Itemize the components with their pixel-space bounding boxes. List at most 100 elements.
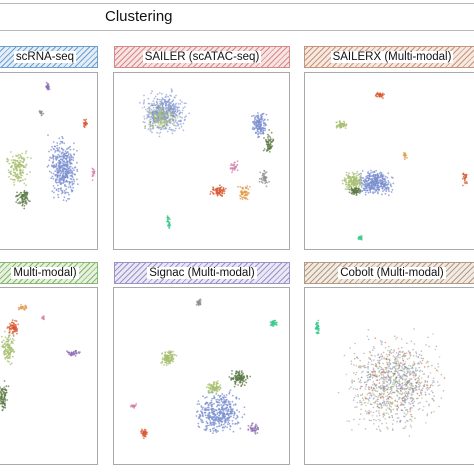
cell-point bbox=[3, 380, 6, 382]
cell-point bbox=[397, 382, 399, 385]
cell-point bbox=[143, 94, 145, 97]
cell-point bbox=[406, 375, 408, 378]
cell-point bbox=[373, 187, 376, 189]
cell-point bbox=[408, 387, 411, 390]
cell-point bbox=[153, 111, 155, 114]
cell-point bbox=[400, 351, 402, 354]
cell-point bbox=[397, 361, 400, 364]
cell-point bbox=[58, 146, 61, 149]
cell-point bbox=[229, 412, 232, 415]
cell-point bbox=[393, 349, 395, 351]
cell-point bbox=[361, 397, 364, 400]
cell-point bbox=[156, 110, 159, 113]
cell-point bbox=[56, 172, 59, 174]
cell-point bbox=[383, 178, 385, 180]
cell-point bbox=[367, 179, 370, 182]
cell-point bbox=[209, 401, 212, 404]
cell-point bbox=[63, 153, 65, 156]
cell-point bbox=[376, 95, 379, 98]
cell-point bbox=[377, 353, 380, 355]
cell-point bbox=[368, 388, 370, 391]
cell-point bbox=[383, 386, 385, 388]
cell-point bbox=[267, 133, 269, 136]
cell-point bbox=[165, 103, 168, 105]
cell-point bbox=[386, 388, 388, 391]
cell-point bbox=[3, 352, 5, 354]
cell-point bbox=[411, 382, 413, 385]
cell-point bbox=[374, 389, 376, 391]
cell-cluster bbox=[17, 304, 28, 311]
cell-point bbox=[212, 186, 214, 189]
cell-point bbox=[154, 124, 157, 127]
cell-point bbox=[62, 155, 65, 158]
cell-point bbox=[379, 419, 381, 422]
cell-point bbox=[71, 353, 73, 356]
cell-point bbox=[254, 118, 256, 121]
cell-point bbox=[406, 382, 408, 384]
cell-point bbox=[171, 104, 174, 107]
cell-point bbox=[159, 102, 161, 105]
cell-point bbox=[161, 104, 164, 106]
cell-point bbox=[224, 422, 226, 424]
cell-point bbox=[390, 348, 393, 351]
cell-point bbox=[208, 389, 211, 392]
cell-point bbox=[434, 348, 436, 351]
cell-point bbox=[408, 370, 410, 372]
cell-point bbox=[0, 388, 3, 390]
cell-point bbox=[275, 321, 278, 324]
cell-point bbox=[360, 408, 362, 411]
cell-point bbox=[395, 360, 398, 363]
cell-point bbox=[143, 115, 146, 118]
cell-point bbox=[393, 391, 396, 394]
cell-point bbox=[375, 399, 378, 402]
cell-cluster bbox=[353, 337, 446, 419]
cell-point bbox=[390, 410, 392, 412]
cell-point bbox=[241, 416, 244, 419]
cell-point bbox=[53, 166, 56, 168]
cell-point bbox=[262, 178, 265, 180]
cell-point bbox=[13, 181, 15, 184]
cell-point bbox=[376, 405, 379, 408]
cell-point bbox=[67, 151, 69, 153]
cell-point bbox=[172, 360, 174, 363]
cell-point bbox=[212, 188, 214, 191]
cell-point bbox=[422, 409, 424, 411]
cell-point bbox=[388, 190, 390, 193]
cell-point bbox=[222, 426, 224, 429]
cell-point bbox=[181, 101, 183, 103]
cell-point bbox=[227, 413, 230, 415]
cell-point bbox=[144, 125, 146, 128]
cell-point bbox=[156, 125, 159, 128]
cell-point bbox=[391, 401, 394, 404]
cell-point bbox=[394, 404, 397, 407]
cell-point bbox=[361, 183, 364, 185]
cell-point bbox=[350, 360, 353, 362]
cell-point bbox=[256, 432, 259, 434]
cell-point bbox=[4, 402, 6, 405]
cell-point bbox=[427, 361, 429, 363]
cell-point bbox=[430, 411, 433, 413]
cell-point bbox=[376, 390, 379, 392]
cell-point bbox=[375, 400, 377, 403]
cell-point bbox=[236, 160, 239, 163]
cell-point bbox=[415, 367, 417, 369]
cell-point bbox=[351, 429, 353, 431]
cell-point bbox=[232, 167, 234, 170]
cell-point bbox=[364, 396, 366, 398]
cell-point bbox=[5, 385, 8, 388]
cell-point bbox=[213, 395, 215, 397]
cell-point bbox=[218, 404, 221, 407]
cell-point bbox=[383, 93, 385, 96]
cell-point bbox=[168, 98, 171, 101]
umap-scatter bbox=[314, 319, 446, 437]
cell-point bbox=[257, 133, 259, 135]
cell-point bbox=[229, 167, 232, 169]
cell-cluster bbox=[461, 172, 468, 187]
cell-point bbox=[146, 431, 148, 433]
cell-point bbox=[344, 127, 347, 129]
cell-point bbox=[432, 391, 434, 394]
cell-point bbox=[149, 111, 152, 114]
cell-point bbox=[394, 370, 396, 372]
cell-point bbox=[177, 103, 180, 105]
cell-point bbox=[355, 175, 358, 177]
